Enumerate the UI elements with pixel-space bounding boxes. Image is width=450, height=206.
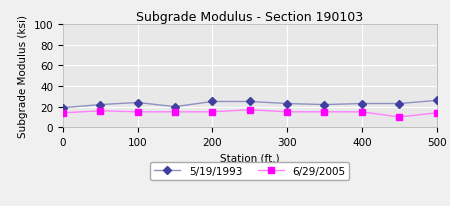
6/29/2005 (60, 112, 66, 115)
5/19/1993 (135, 102, 140, 104)
6/29/2005 (247, 109, 252, 111)
X-axis label: Station (ft.): Station (ft.) (220, 153, 279, 163)
5/19/1993 (284, 103, 290, 105)
6/29/2005 (98, 110, 103, 112)
Legend: 5/19/1993, 6/29/2005: 5/19/1993, 6/29/2005 (150, 162, 349, 180)
5/19/1993 (98, 104, 103, 106)
5/19/1993 (322, 104, 327, 106)
6/29/2005 (359, 111, 364, 114)
6/29/2005 (396, 116, 402, 119)
Title: Subgrade Modulus - Section 190103: Subgrade Modulus - Section 190103 (136, 11, 363, 23)
5/19/1993 (172, 106, 178, 108)
Line: 5/19/1993: 5/19/1993 (60, 98, 439, 111)
5/19/1993 (359, 103, 364, 105)
5/19/1993 (210, 101, 215, 103)
6/29/2005 (172, 111, 178, 114)
5/19/1993 (60, 107, 66, 109)
5/19/1993 (434, 100, 439, 102)
6/29/2005 (135, 111, 140, 114)
5/19/1993 (247, 101, 252, 103)
6/29/2005 (434, 112, 439, 115)
Y-axis label: Subgrade Modulus (ksi): Subgrade Modulus (ksi) (18, 15, 28, 137)
5/19/1993 (396, 103, 402, 105)
6/29/2005 (210, 111, 215, 114)
Line: 6/29/2005: 6/29/2005 (60, 108, 439, 120)
6/29/2005 (322, 111, 327, 114)
6/29/2005 (284, 111, 290, 114)
